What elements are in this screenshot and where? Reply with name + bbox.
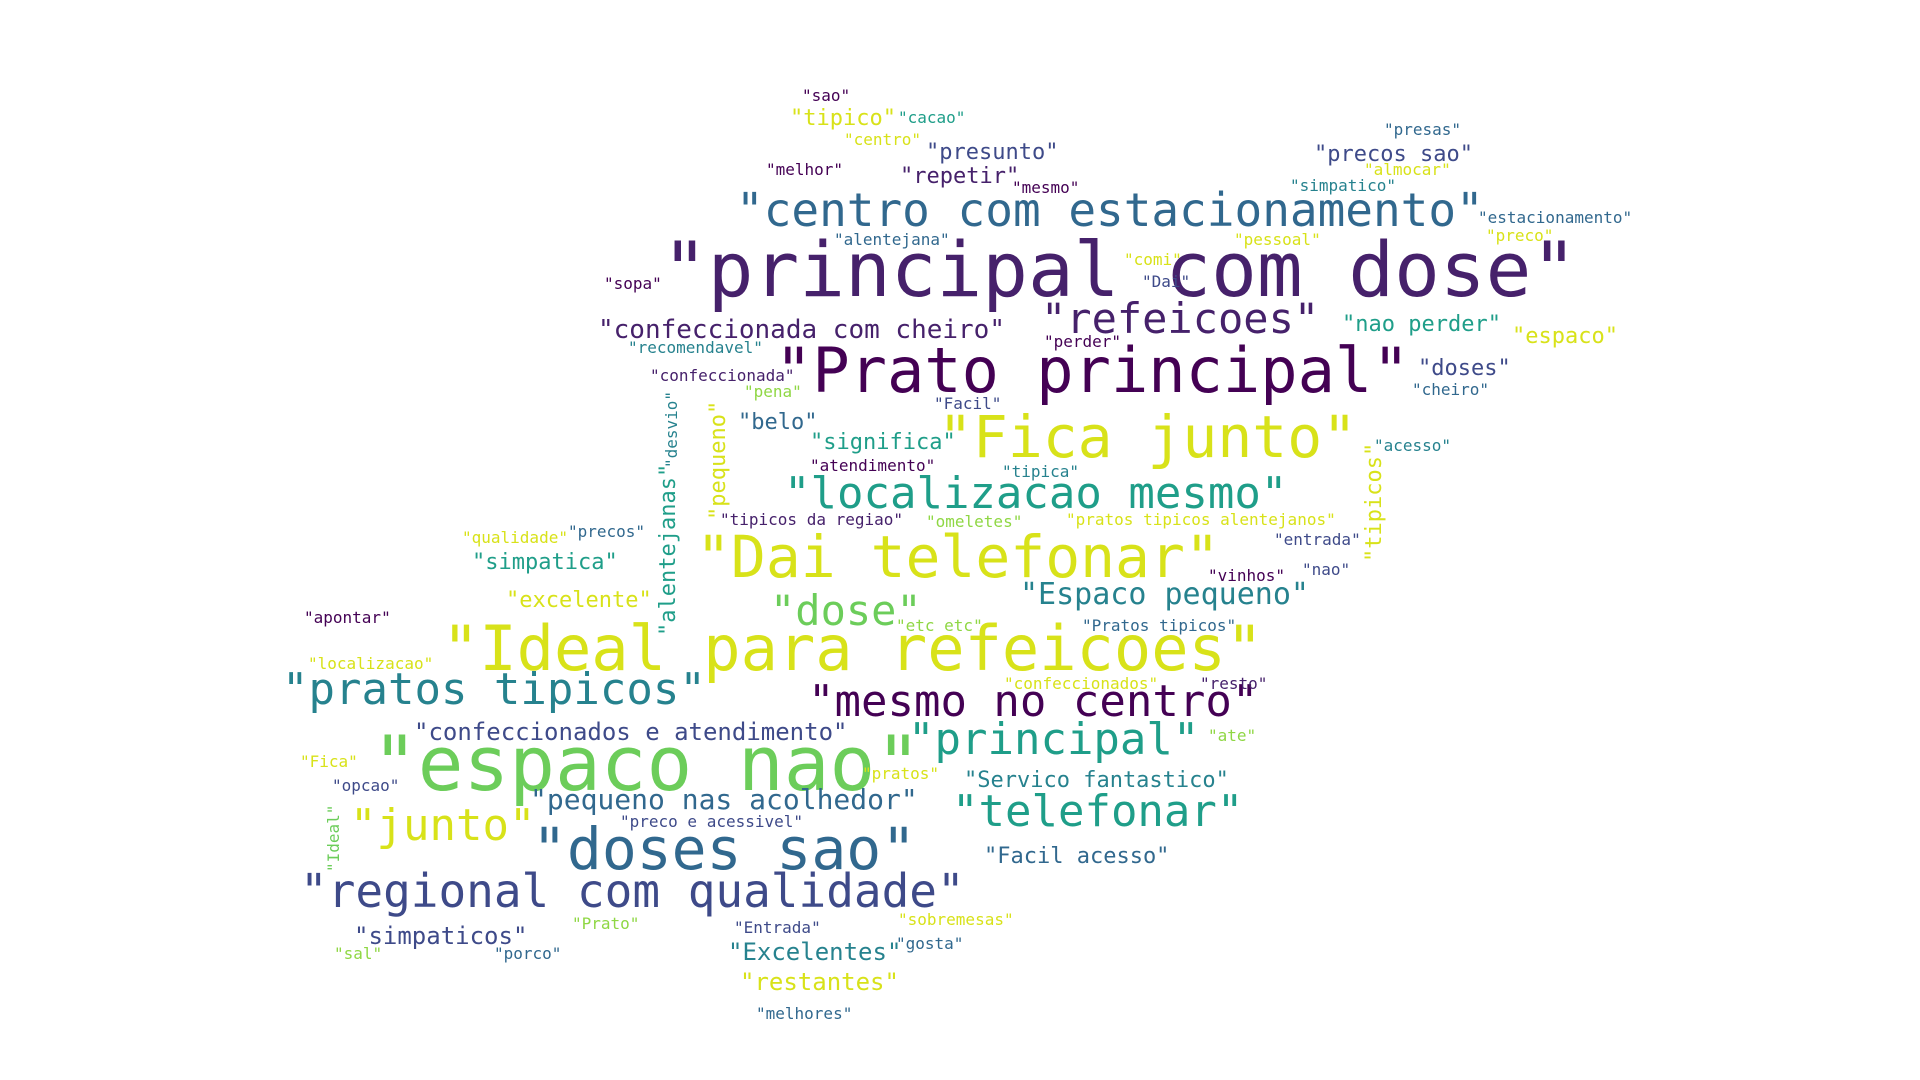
word: "melhor" [766,160,844,179]
word: "atendimento" [810,456,936,475]
word: "Prato" [572,914,640,933]
word: "localizacao mesmo" [784,468,1288,519]
word: "regional com qualidade" [300,864,965,918]
word: "alentejanas" [656,463,681,636]
word: "presunto" [926,140,1059,165]
word: "restantes" [740,968,899,996]
word: "confeccionados" [1004,674,1159,693]
word: "doses" [1418,356,1511,381]
word: "pratos tipicos" [282,664,706,715]
word: "Ideal" [324,804,343,872]
word: "simpatico" [1290,176,1396,195]
word: "gosta" [896,934,964,953]
word: "refeicoes" [1041,294,1320,343]
word: "Ideal para refeicoes" [442,612,1264,685]
word: "desvio" [662,390,681,468]
word: "dose" [770,586,922,635]
word: "resto" [1200,674,1268,693]
word: "cheiro" [1412,380,1490,399]
word: "tipico" [790,106,896,131]
word: "belo" [738,410,818,435]
word: "Fica junto" [938,403,1358,471]
word: "presas" [1384,120,1462,139]
word: "Pratos tipicos" [1082,616,1237,635]
word: "pena" [744,382,802,401]
word: "etc etc" [896,616,983,635]
word: "preco" [1486,226,1554,245]
word: "excelente" [506,588,652,613]
word: "melhores" [756,1004,853,1023]
word: "simpaticos" [354,922,528,950]
word: "omeletes" [926,512,1023,531]
word: "entrada" [1274,530,1361,549]
word: "Dai telefonar" [696,523,1220,591]
word: "mesmo" [1012,178,1080,197]
word: "tipicos da regiao" [720,510,904,529]
word: "localizacao" [308,654,434,673]
word: "repetir" [900,164,1020,189]
word: "espaco nao" [372,719,922,808]
word: "ate" [1208,726,1257,745]
word: "espaco" [1512,324,1618,349]
word: "precos sao" [1314,142,1473,167]
word: "comi" [1124,250,1182,269]
word: "Prato principal" [775,334,1410,407]
word: "cacao" [898,108,966,127]
word: "tipicos" [1362,442,1387,562]
word: "significa" [810,430,956,455]
word: "pessoal" [1234,230,1321,249]
word: "tipica" [1002,462,1080,481]
word: "Entrada" [734,918,821,937]
word: "alentejana" [834,230,950,249]
word: "nao" [1302,560,1351,579]
word: "sobremesas" [898,910,1014,929]
word: "estacionamento" [1478,208,1633,227]
word: "centro com estacionamento" [736,183,1484,237]
word: "acesso" [1374,436,1452,455]
word: "precos" [568,522,646,541]
word: "Dai" [1142,272,1191,291]
word: "confeccionada" [650,366,795,385]
word: "junto" [350,800,536,851]
word: "pratos" [862,764,940,783]
word: "porco" [494,944,562,963]
word: "pequeno" [706,400,731,520]
word: "mesmo no centro" [808,676,1259,727]
word: "Espaco pequeno" [1020,577,1309,612]
word: "almocar" [1364,160,1451,179]
word: "vinhos" [1208,566,1286,585]
word: "principal" [908,714,1200,765]
word: "Fica" [300,752,358,771]
word: "sal" [334,944,383,963]
word: "pratos tipicos alentejanos" [1066,510,1336,529]
word: "opcao" [332,776,400,795]
word: "apontar" [304,608,391,627]
word: "telefonar" [952,786,1244,837]
word: "Excelentes" [728,938,902,966]
word: "simpatica" [472,550,618,575]
word: "confeccionada com cheiro" [598,315,1005,345]
word: "principal com dose" [662,225,1578,314]
word: "preco e acessivel" [620,812,804,831]
word: "Facil" [934,394,1002,413]
word: "qualidade" [462,528,568,547]
word: "sao" [802,86,851,105]
word: "Facil acesso" [984,844,1170,869]
word: "Servico fantastico" [964,768,1229,793]
word: "pequeno nas acolhedor" [530,783,918,816]
word: "centro" [844,130,922,149]
word: "sopa" [604,274,662,293]
word: "confeccionados e atendimento" [414,718,848,746]
word: "nao perder" [1342,312,1501,337]
word: "recomendavel" [628,338,763,357]
word: "doses sao" [532,815,917,883]
word: "perder" [1044,332,1122,351]
